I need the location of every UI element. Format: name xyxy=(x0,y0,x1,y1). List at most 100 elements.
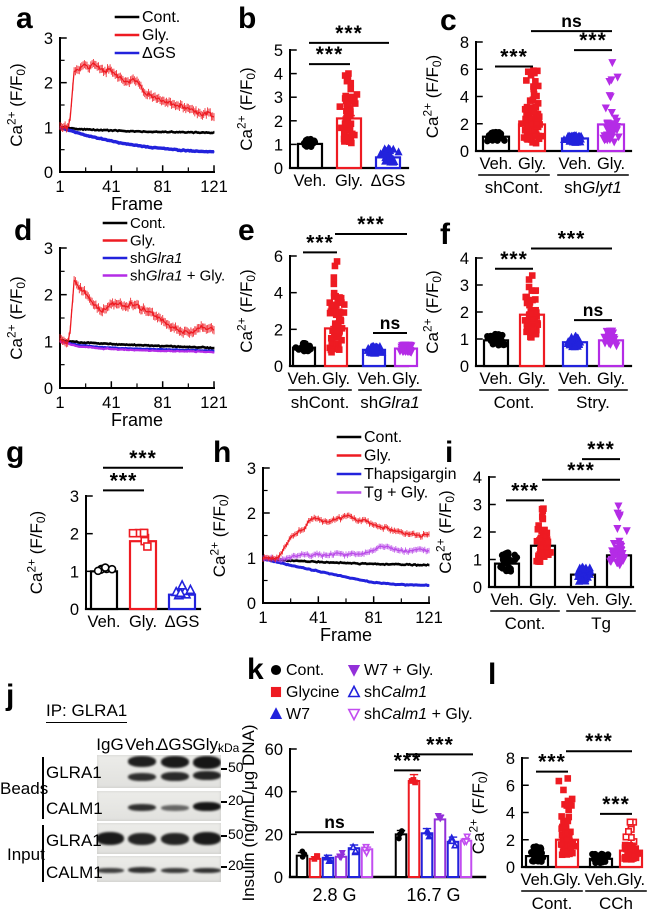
svg-text:W7 + Gly.: W7 + Gly. xyxy=(364,662,434,679)
svg-text:Gly.: Gly. xyxy=(335,172,363,190)
svg-text:81: 81 xyxy=(364,609,382,627)
svg-text:81: 81 xyxy=(153,178,171,196)
svg-text:Ca2+ (F/F0): Ca2+ (F/F0) xyxy=(434,490,458,573)
svg-text:Veh.: Veh. xyxy=(479,370,512,388)
protein-band xyxy=(161,832,189,845)
blot-lane-label: IgG xyxy=(96,735,124,754)
svg-text:6: 6 xyxy=(274,248,283,266)
blot-protein-label: CALM1 xyxy=(46,863,103,882)
svg-text:Ca2+ (F/F0): Ca2+ (F/F0) xyxy=(235,67,259,150)
blot-mw-tick xyxy=(221,866,227,868)
blot-mw-tick xyxy=(221,835,227,837)
svg-text:Veh.: Veh. xyxy=(87,613,120,631)
svg-text:Glycine: Glycine xyxy=(286,684,339,701)
svg-text:ns: ns xyxy=(380,313,401,333)
blot-protein-label: GLRA1 xyxy=(46,831,102,850)
blot-mw-value: 20 xyxy=(228,792,244,808)
svg-text:2: 2 xyxy=(70,526,79,544)
protein-band xyxy=(128,832,156,845)
blot-strip xyxy=(97,791,221,821)
svg-text:Stry.: Stry. xyxy=(576,393,610,412)
svg-text:41: 41 xyxy=(309,609,327,627)
svg-text:Veh.: Veh. xyxy=(584,871,617,889)
blot-ip-title: IP: GLRA1 xyxy=(46,701,128,723)
svg-text:3: 3 xyxy=(44,30,53,48)
svg-text:4: 4 xyxy=(506,805,515,823)
protein-band xyxy=(97,832,124,846)
blot-mw-value: 20 xyxy=(228,857,244,873)
panel-g: g 0 1 2 3 Ca2+ (F/F0) Veh. Gly. ΔGS *** *** xyxy=(0,430,212,655)
svg-text:1: 1 xyxy=(247,550,256,568)
svg-text:3: 3 xyxy=(460,277,469,295)
svg-text:4: 4 xyxy=(274,285,283,303)
svg-text:***: *** xyxy=(426,733,454,756)
svg-text:ns: ns xyxy=(324,812,345,832)
blot-mw-tick xyxy=(221,768,227,770)
svg-text:Gly.: Gly. xyxy=(529,591,557,609)
blot-mw-tick xyxy=(221,801,227,803)
svg-text:Tg: Tg xyxy=(591,614,611,633)
svg-text:4: 4 xyxy=(460,89,469,107)
panel-b: b 0 1 2 3 4 5 Ca2+ (F/F0) Veh. Gly. ΔGS *** *** xyxy=(224,0,420,212)
svg-text:***: *** xyxy=(587,438,615,461)
svg-text:121: 121 xyxy=(415,609,443,627)
svg-text:Gly.: Gly. xyxy=(130,233,156,250)
svg-text:41: 41 xyxy=(102,178,120,196)
svg-text:shGlra1 + Gly.: shGlra1 + Gly. xyxy=(130,268,225,285)
svg-text:2: 2 xyxy=(460,304,469,322)
svg-text:Veh.: Veh. xyxy=(520,871,553,889)
svg-text:0: 0 xyxy=(274,358,283,376)
svg-text:Cont.: Cont. xyxy=(286,662,324,679)
panel-letter-e: e xyxy=(238,214,255,247)
protein-band xyxy=(128,803,156,811)
panel-letter-f: f xyxy=(440,218,450,251)
svg-text:0: 0 xyxy=(44,380,53,398)
svg-text:Frame: Frame xyxy=(111,194,163,214)
svg-text:Gly.: Gly. xyxy=(322,370,350,388)
svg-text:40: 40 xyxy=(265,784,283,802)
western-blot-canvas: IP: GLRA1 IgG Veh. ΔGS Gly. kDa GLRA1 50 CALM1 20… xyxy=(0,655,244,924)
svg-text:ΔGS: ΔGS xyxy=(142,45,176,62)
svg-text:Gly.: Gly. xyxy=(553,871,581,889)
svg-text:shGlyt1: shGlyt1 xyxy=(564,178,622,197)
blot-bracket-input xyxy=(42,825,44,882)
svg-text:ΔGS: ΔGS xyxy=(371,172,406,190)
blot-protein-label: CALM1 xyxy=(46,799,103,818)
svg-text:***: *** xyxy=(538,751,566,774)
blot-mw-value: 50 xyxy=(228,826,244,842)
svg-text:8: 8 xyxy=(506,750,515,768)
svg-text:shCont.: shCont. xyxy=(291,393,350,412)
svg-text:shCalm1: shCalm1 xyxy=(364,684,427,701)
svg-text:4: 4 xyxy=(274,66,283,84)
svg-text:2: 2 xyxy=(506,832,515,850)
svg-text:***: *** xyxy=(306,231,334,254)
svg-text:121: 121 xyxy=(200,178,228,196)
svg-text:Ca2+ (F/F0): Ca2+ (F/F0) xyxy=(421,270,445,353)
svg-text:Gly.: Gly. xyxy=(605,591,633,609)
panel-k: k 0 20 40 60 Insulin (ng/mL/μg DNA) 2.8 G 16.7… xyxy=(239,655,495,924)
svg-text:2: 2 xyxy=(274,113,283,131)
panel-letter-c: c xyxy=(440,4,457,37)
chart-g-bar: 0 1 2 3 Ca2+ (F/F0) Veh. Gly. ΔGS ****** xyxy=(25,447,202,631)
svg-text:5: 5 xyxy=(274,42,283,60)
protein-band xyxy=(161,804,189,811)
panel-d: d 0 1 2 3 Ca2+ (F/F0) 1 41 81 121 Frame Cont. Gly. s… xyxy=(0,212,228,430)
svg-text:***: *** xyxy=(579,29,607,52)
svg-text:1: 1 xyxy=(44,333,53,351)
svg-text:Gly.: Gly. xyxy=(518,155,546,173)
protein-band xyxy=(193,770,221,780)
svg-text:Gly.: Gly. xyxy=(392,370,420,388)
svg-text:8: 8 xyxy=(460,34,469,52)
panel-e: e 0 2 4 6 Ca2+ (F/F0) Veh. Gly. Veh. Gly. shCont.… xyxy=(224,212,422,430)
protein-band xyxy=(193,832,221,846)
blot-strip xyxy=(97,823,221,854)
svg-text:Veh.: Veh. xyxy=(287,370,320,388)
svg-text:0: 0 xyxy=(274,869,283,887)
chart-k-groupbar: 0 20 40 60 Insulin (ng/mL/μg DNA) 2.8 G 16.7 G… xyxy=(239,662,487,905)
svg-text:1: 1 xyxy=(274,136,283,154)
svg-text:Thapsigargin: Thapsigargin xyxy=(364,466,457,483)
svg-text:2: 2 xyxy=(247,505,256,523)
